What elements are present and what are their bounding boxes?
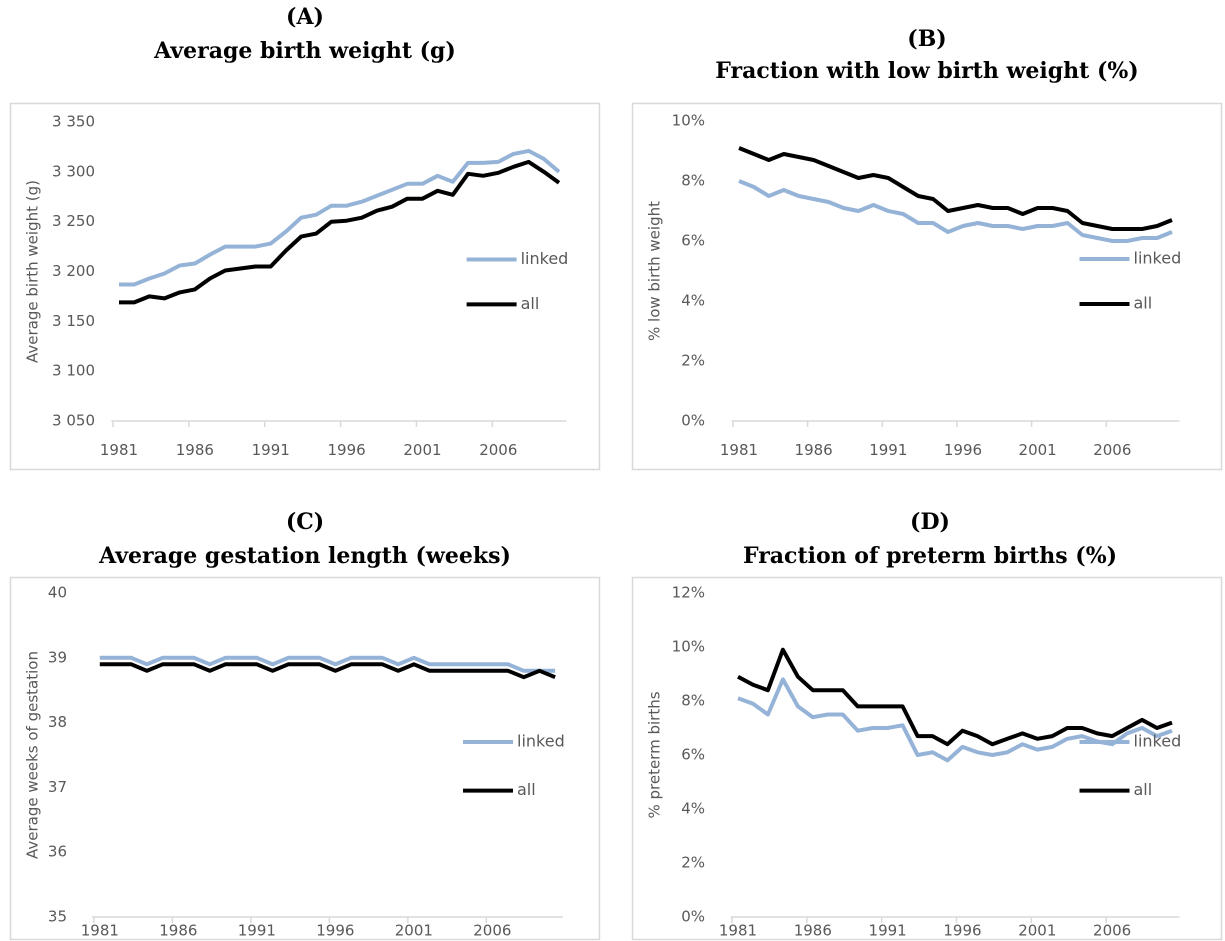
legend-label: all [517,780,536,799]
x-tick-label: 1981 [719,921,757,939]
y-tick-label: 6% [681,746,705,764]
y-axis-title: Average birth weight (g) [24,180,42,363]
legend-label: all [521,294,540,313]
y-tick-label: 3 100 [52,362,95,380]
x-tick-label: 1986 [794,921,832,939]
y-tick-label: 3 150 [52,312,95,330]
x-tick-label: 2001 [1018,921,1056,939]
y-tick-label: 2% [681,854,705,872]
x-tick-label: 1991 [252,441,290,459]
y-tick-label: 37 [48,778,67,796]
y-tick-label: 3 200 [52,262,95,280]
panel-frame [9,102,601,471]
panel-label: (C) [286,509,324,535]
x-tick-label: 2006 [1093,441,1131,459]
y-tick-label: 0% [681,908,705,926]
legend-label: linked [521,249,569,268]
panel-frame [631,576,1223,941]
x-tick-label: 1981 [81,921,119,939]
series-line [737,647,1173,747]
y-tick-label: 40 [48,584,67,602]
x-tick-label: 2006 [479,441,517,459]
x-tick-label: 2001 [403,441,441,459]
x-tick-label: 1991 [238,921,276,939]
y-tick-label: 6% [681,232,705,250]
panel-label: (B) [907,26,946,52]
y-tick-label: 3 300 [52,162,95,180]
panel-label: (A) [286,4,324,30]
legend-label: linked [1134,249,1182,268]
y-tick-label: 4% [681,800,705,818]
y-tick-label: 35 [48,908,67,926]
x-tick-label: 2001 [395,921,433,939]
panel-frame [9,576,601,941]
series-line [99,655,556,673]
series-line [119,148,561,287]
panel-label: (D) [910,509,950,535]
panel-title: Fraction with low birth weight (%) [715,58,1138,84]
y-tick-label: 39 [48,648,67,666]
x-tick-label: 1991 [869,441,907,459]
series-line [119,159,561,305]
panel-frame [631,102,1223,471]
x-tick-label: 1981 [720,441,758,459]
y-tick-label: 4% [681,292,705,310]
y-tick-label: 8% [681,692,705,710]
x-tick-label: 1996 [944,441,982,459]
panel-title: Fraction of preterm births (%) [743,543,1117,569]
y-axis-title: % low birth weight [646,201,664,341]
x-tick-label: 1981 [100,441,138,459]
panel: (C) Average gestation length (weeks) Avera… [9,509,601,941]
x-tick-label: 1996 [327,441,365,459]
x-tick-label: 1991 [869,921,907,939]
x-tick-label: 1996 [943,921,981,939]
y-axis-title: % preterm births [646,691,664,818]
y-tick-label: 36 [48,843,67,861]
x-tick-label: 1986 [795,441,833,459]
y-axis-title: Average weeks of gestation [24,651,42,859]
series-line [99,662,556,680]
y-tick-label: 3 050 [52,412,95,430]
y-tick-label: 12% [672,584,705,602]
y-tick-label: 3 250 [52,212,95,230]
legend-label: linked [517,732,565,751]
panel: (D) Fraction of preterm births (%) % prete… [631,509,1223,941]
series-line [738,146,1173,231]
x-tick-label: 2006 [1093,921,1131,939]
panel: (A) Average birth weight (g) Average birth… [9,4,601,471]
series-line [737,677,1173,763]
y-tick-label: 0% [681,412,705,430]
y-tick-label: 10% [672,112,705,130]
x-tick-label: 1986 [176,441,214,459]
series-line [738,179,1173,243]
y-tick-label: 8% [681,172,705,190]
legend-label: all [1134,780,1153,799]
legend-label: all [1134,294,1153,313]
legend-label: linked [1134,732,1182,751]
panel-title: Average gestation length (weeks) [98,543,511,569]
x-tick-label: 1986 [159,921,197,939]
y-tick-label: 2% [681,352,705,370]
panel: (B) Fraction with low birth weight (%) % l… [631,26,1223,471]
x-tick-label: 1996 [316,921,354,939]
y-tick-label: 3 350 [52,113,95,131]
y-tick-label: 38 [48,713,67,731]
panel-title: Average birth weight (g) [153,38,456,64]
y-tick-label: 10% [672,638,705,656]
x-tick-label: 2006 [473,921,511,939]
x-tick-label: 2001 [1019,441,1057,459]
